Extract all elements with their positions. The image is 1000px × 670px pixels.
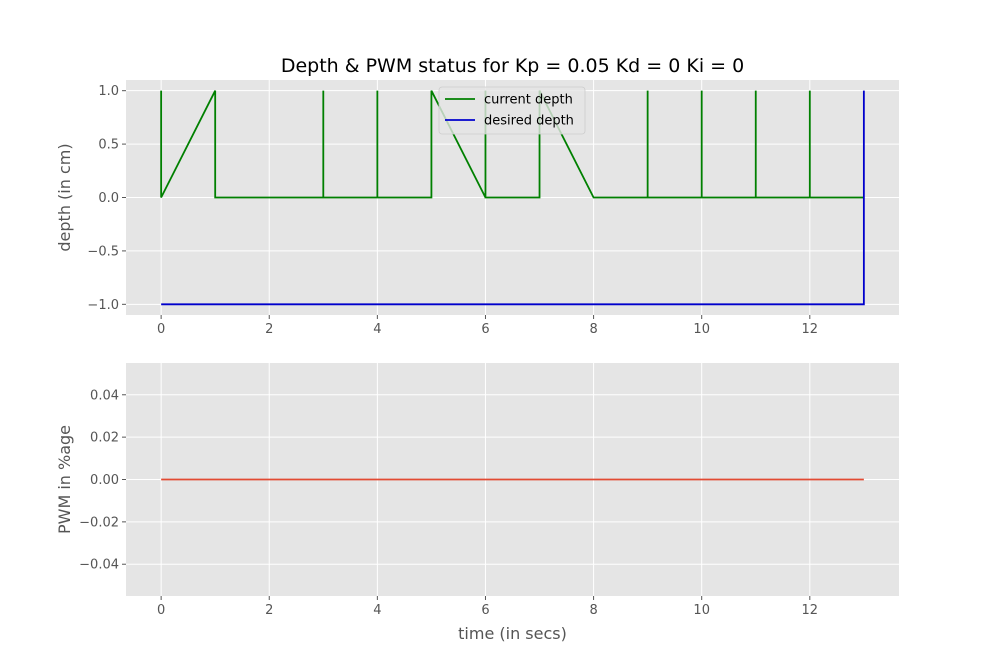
panel2-x-tick-label: 12: [802, 603, 819, 618]
panel2: 0 2 4 6 8 10 12 −0.04 −0.02 0.00 0.02 0.04 PWM in %a…: [55, 363, 899, 643]
panel1-y-tick-label: 1.0: [98, 84, 119, 99]
panel1-x-tick-label: 0: [157, 322, 165, 337]
panel2-y-tick-label: 0.00: [90, 473, 119, 488]
panel2-y-tick-label: −0.02: [79, 515, 119, 530]
panel1-y-tick-label: 0.0: [98, 191, 119, 206]
panel2-x-tick-label: 2: [265, 603, 273, 618]
panel2-y-axis-label: PWM in %age: [55, 425, 74, 534]
panel2-x-tick-label: 8: [589, 603, 597, 618]
panel1-x-tick-label: 4: [373, 322, 381, 337]
panel1-x-tick-label: 12: [802, 322, 819, 337]
panel2-x-tick-label: 0: [157, 603, 165, 618]
panel1-x-tick-label: 2: [265, 322, 273, 337]
panel2-y-tick-label: 0.04: [90, 388, 119, 403]
panel1-y-tick-label: 0.5: [98, 138, 119, 153]
panel1-legend: current depth desired depth: [438, 86, 586, 135]
panel1-series-current-depth-line: [160, 90, 864, 199]
legend-box: [438, 86, 586, 135]
legend-label-desired-depth: desired depth: [484, 114, 574, 129]
panel2-x-tick-label: 6: [481, 603, 489, 618]
panel2-x-tick-label: 4: [373, 603, 381, 618]
panel1-y-tick-label: −1.0: [87, 298, 119, 313]
panel2-x-axis-label: time (in secs): [458, 624, 567, 643]
panel1-y-axis-label: depth (in cm): [55, 143, 74, 251]
panel1: 0 2 4 6 8 10 12 −1.0 −0.5 0.0 0.5 1.0 depth (in cm) D…: [55, 55, 899, 337]
panel1-x-tick-label: 6: [481, 322, 489, 337]
panel1-series-desired-depth-line: [161, 90, 865, 306]
chart-title: Depth & PWM status for Kp = 0.05 Kd = 0 …: [281, 55, 744, 77]
panel1-y-tick-label: −0.5: [87, 244, 119, 259]
panel2-y-tick-label: 0.02: [90, 431, 119, 446]
panel2-x-tick-label: 10: [693, 603, 710, 618]
panel2-y-tick-label: −0.04: [79, 558, 119, 573]
panel1-x-tick-label: 8: [589, 322, 597, 337]
panel1-x-tick-label: 10: [693, 322, 710, 337]
legend-label-current-depth: current depth: [484, 93, 573, 108]
